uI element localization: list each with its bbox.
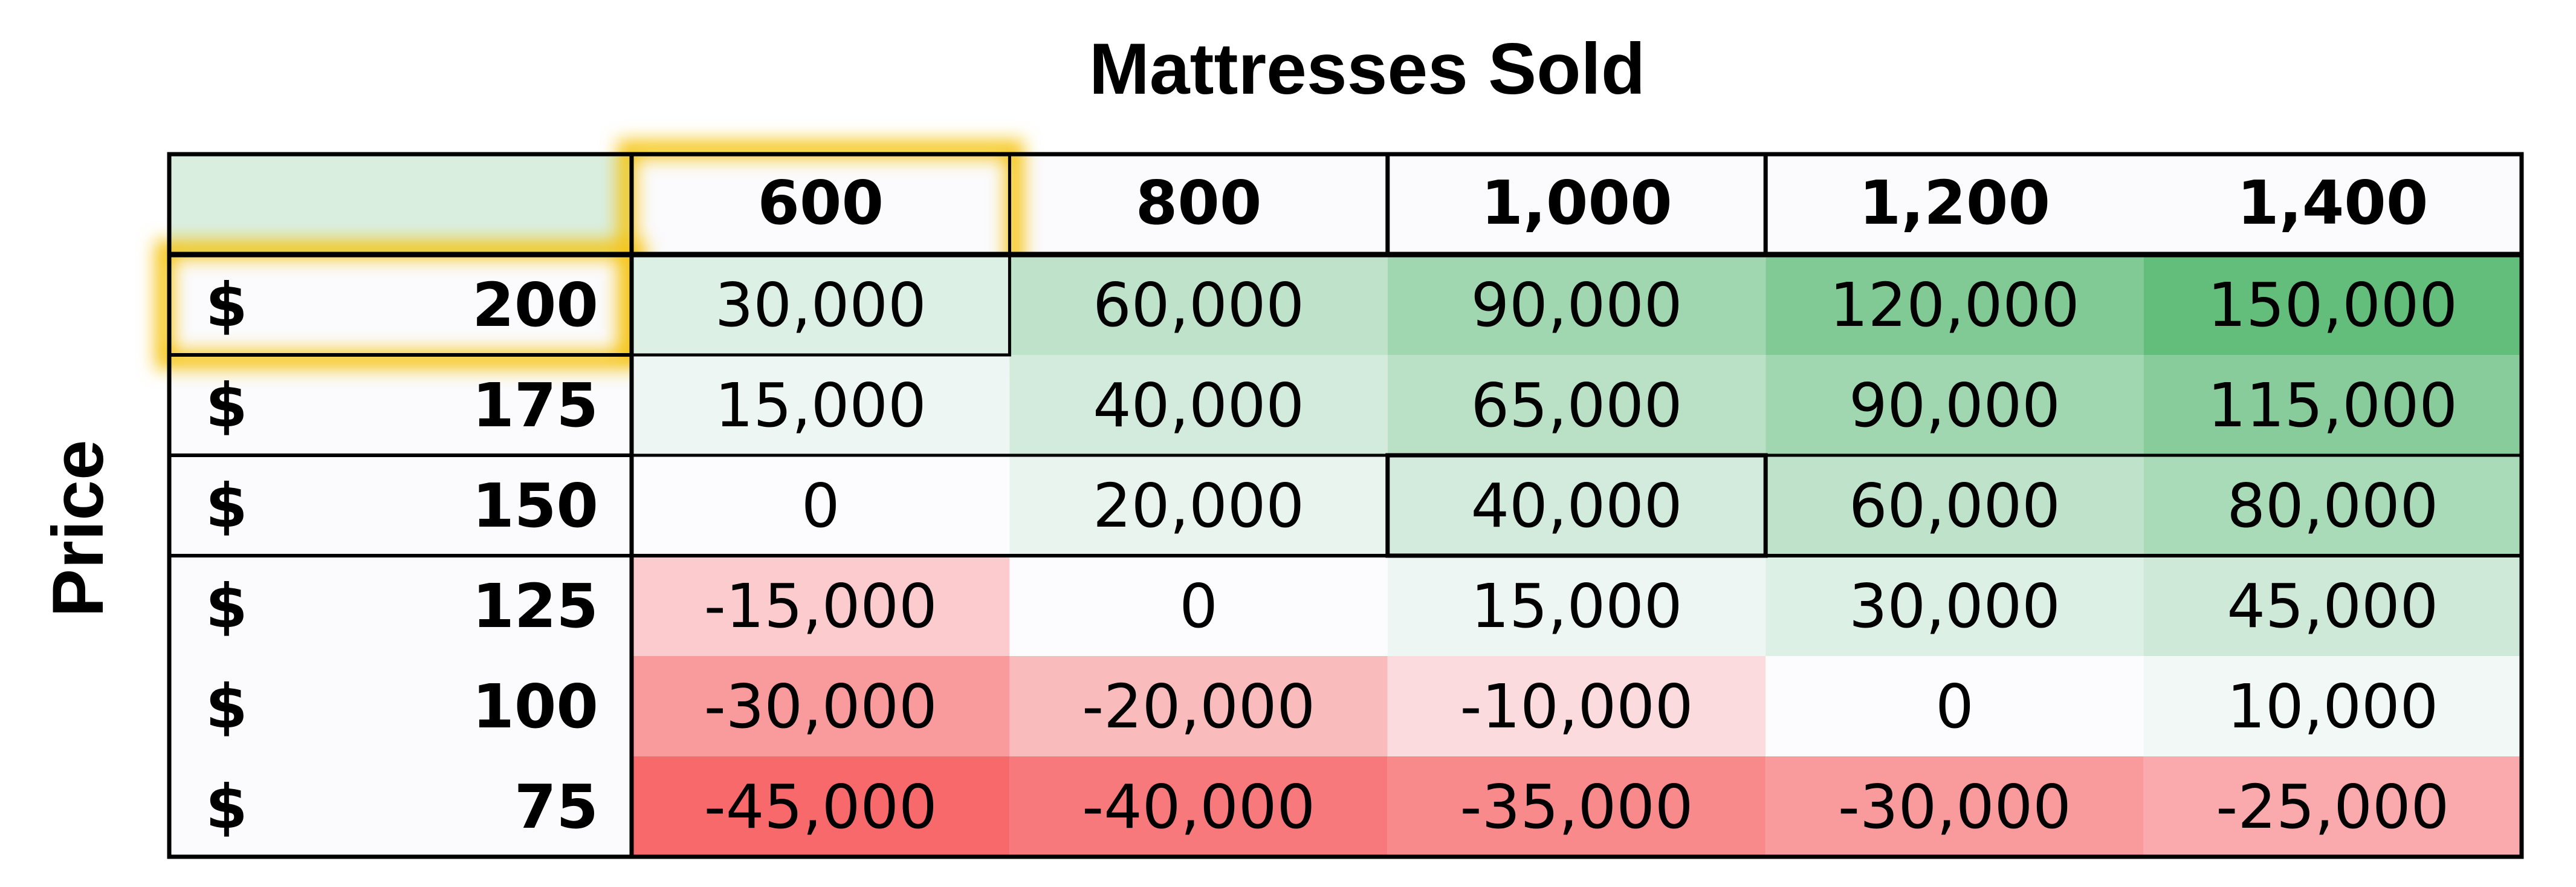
heatmap-cell (632, 355, 1010, 455)
row-price-label-75: 75 (514, 772, 598, 842)
heatmap-cell (1765, 455, 2144, 556)
row-currency-symbol: $ (205, 470, 248, 541)
heatmap-cell (632, 556, 1010, 656)
cell-value-label: -45,000 (704, 772, 937, 842)
heatmap-cell (1387, 255, 1766, 355)
heatmap-cell (1387, 355, 1766, 455)
cell-value-label: 10,000 (2227, 671, 2438, 742)
cell-value-label: -30,000 (704, 671, 937, 742)
cell-value-label: 0 (1935, 671, 1974, 742)
chart-title: Mattresses Sold (1089, 28, 1645, 109)
heatmap-cell (1009, 656, 1388, 756)
cell-value-label: 30,000 (1849, 571, 2060, 642)
row-currency-symbol: $ (205, 270, 248, 340)
cell-value-label: 65,000 (1471, 370, 1683, 441)
heatmap-cell (1765, 355, 2144, 455)
heatmap-cell (1009, 255, 1388, 355)
cell-value-label: 15,000 (715, 370, 927, 441)
heatmap-cell (632, 455, 1010, 556)
cell-value-label: -40,000 (1082, 772, 1315, 842)
row-currency-symbol: $ (205, 772, 248, 842)
cell-value-label: 0 (1179, 571, 1218, 642)
row-price-label-200: 200 (472, 270, 598, 340)
cell-value-label: 80,000 (2227, 470, 2438, 541)
column-header-600: 600 (757, 167, 884, 238)
cell-value-label: 40,000 (1093, 370, 1304, 441)
cell-value-label: 60,000 (1093, 270, 1304, 340)
cell-value-label: -25,000 (2216, 772, 2449, 842)
row-price-label-175: 175 (472, 370, 598, 441)
cell-value-label: 45,000 (2227, 571, 2438, 642)
cell-value-label: -30,000 (1838, 772, 2071, 842)
heatmap-cell (1765, 255, 2144, 355)
header-band (632, 154, 2522, 255)
cell-value-label: 90,000 (1849, 370, 2060, 441)
heatmap-cell (2143, 255, 2522, 355)
cell-value-label: 0 (801, 470, 840, 541)
heatmap-cell (2143, 756, 2522, 857)
cell-value-label: 120,000 (1830, 270, 2080, 340)
cell-value-label: 40,000 (1471, 470, 1683, 541)
cell-value-label: 20,000 (1093, 470, 1304, 541)
cell-value-label: 90,000 (1471, 270, 1683, 340)
heatmap-cell (1009, 355, 1388, 455)
heatmap-cell (2143, 455, 2522, 556)
heatmap-cell (1009, 556, 1388, 656)
row-price-label-125: 125 (472, 571, 598, 642)
y-axis-label: Price (37, 440, 118, 617)
cell-value-label: 15,000 (1471, 571, 1683, 642)
heatmap-cell (632, 756, 1010, 857)
column-header-1400: 1,400 (2237, 167, 2428, 238)
heatmap-cell (632, 255, 1010, 355)
cell-value-label: 60,000 (1849, 470, 2060, 541)
heatmap-cell (2143, 556, 2522, 656)
row-currency-symbol: $ (205, 671, 248, 742)
table-outer-border (167, 152, 2524, 859)
row-currency-symbol: $ (205, 370, 248, 441)
heatmap-cell (1387, 756, 1766, 857)
heatmap-cell (632, 656, 1010, 756)
heatmap-cell (1009, 455, 1388, 556)
column-header-1000: 1,000 (1481, 167, 1672, 238)
heatmap-cell (1765, 656, 2144, 756)
header-corner-cell (169, 154, 632, 255)
row-price-label-150: 150 (472, 470, 598, 541)
cell-value-label: 150,000 (2208, 270, 2458, 340)
heatmap-cell (2143, 656, 2522, 756)
column-header-1200: 1,200 (1859, 167, 2050, 238)
heatmap-cell (2143, 355, 2522, 455)
cell-value-label: 30,000 (715, 270, 927, 340)
row-currency-symbol: $ (205, 571, 248, 642)
boxed-cell-border (1385, 453, 1768, 558)
heatmap-cell (1387, 556, 1766, 656)
highlight-cell-box (630, 253, 1011, 357)
heatmap-cell (1765, 756, 2144, 857)
heatmap-cell (1387, 656, 1766, 756)
heatmap-cell (1009, 756, 1388, 857)
cell-value-label: -10,000 (1460, 671, 1694, 742)
heatmap-cell (1387, 455, 1766, 556)
cell-value-label: -35,000 (1460, 772, 1694, 842)
column-header-800: 800 (1136, 167, 1262, 238)
cell-value-label: -20,000 (1082, 671, 1315, 742)
cell-value-label: 115,000 (2208, 370, 2458, 441)
heatmap-cell (1765, 556, 2144, 656)
row-price-label-100: 100 (472, 671, 598, 742)
cell-value-label: -15,000 (704, 571, 937, 642)
